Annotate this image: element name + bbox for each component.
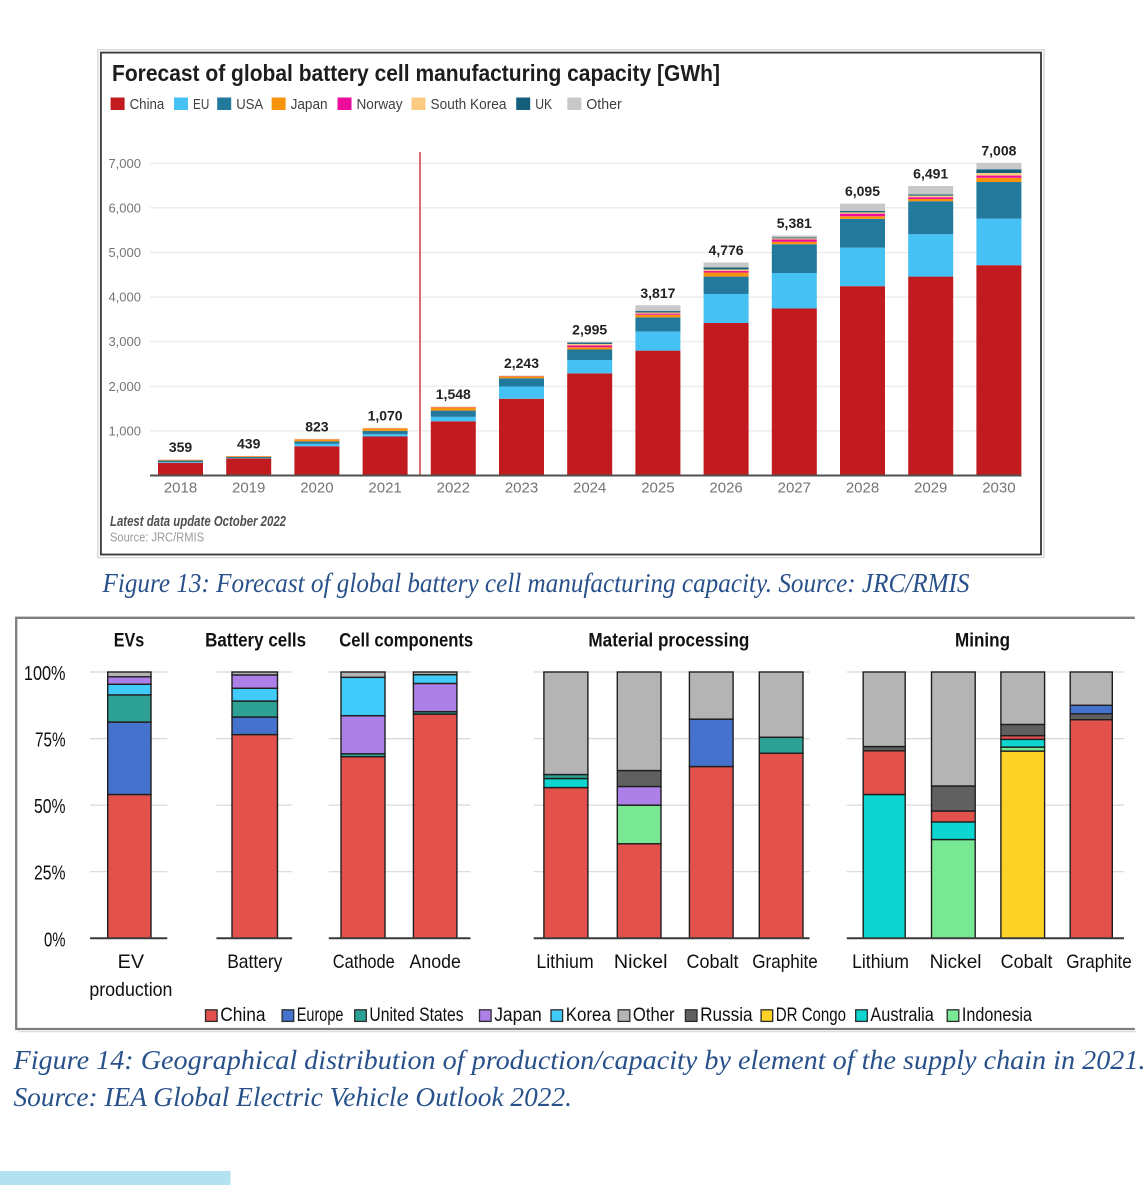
svg-text:6,491: 6,491 [913,166,948,182]
svg-text:2024: 2024 [573,480,606,497]
svg-text:2,995: 2,995 [572,321,607,337]
svg-text:EV: EV [118,951,144,973]
svg-text:South Korea: South Korea [431,96,508,113]
svg-text:359: 359 [169,439,193,455]
svg-text:Korea: Korea [566,1005,612,1026]
svg-text:Anode: Anode [410,951,461,973]
svg-text:5,000: 5,000 [108,245,141,260]
svg-text:7,000: 7,000 [108,156,141,171]
svg-text:Latest data update October 202: Latest data update October 2022 [110,514,286,530]
svg-text:Cobalt: Cobalt [1001,951,1053,973]
svg-text:6,000: 6,000 [108,200,141,215]
svg-text:Battery: Battery [227,951,282,973]
svg-text:Cathode: Cathode [333,951,395,973]
svg-text:Other: Other [586,96,621,113]
svg-text:Source: IEA Global Electric Ve: Source: IEA Global Electric Vehicle Outl… [14,1081,573,1112]
svg-text:Indonesia: Indonesia [962,1005,1032,1026]
svg-text:Figure 13: Forecast of global: Figure 13: Forecast of global battery ce… [102,567,970,598]
svg-text:Figure 14: Geographical distri: Figure 14: Geographical distribution of … [12,1044,1145,1075]
svg-text:4,776: 4,776 [709,242,744,258]
svg-text:DR Congo: DR Congo [776,1005,846,1026]
svg-text:China: China [220,1005,266,1026]
svg-text:5,381: 5,381 [777,215,812,231]
svg-text:2029: 2029 [914,480,947,497]
svg-text:2022: 2022 [437,480,470,497]
svg-text:Lithium: Lithium [852,951,909,973]
svg-text:2028: 2028 [846,480,879,497]
svg-text:Europe: Europe [297,1005,344,1026]
svg-text:439: 439 [237,435,261,451]
svg-text:2030: 2030 [982,480,1015,497]
svg-text:Cell components: Cell components [339,631,473,652]
svg-text:2019: 2019 [232,480,265,497]
svg-text:3,000: 3,000 [108,334,141,349]
svg-text:1,548: 1,548 [436,386,471,402]
svg-text:Russia: Russia [700,1005,753,1026]
svg-text:1,070: 1,070 [368,407,403,423]
svg-text:2025: 2025 [641,480,674,497]
svg-text:25%: 25% [34,863,66,885]
svg-text:Material processing: Material processing [588,631,749,652]
svg-text:2,000: 2,000 [108,379,141,394]
svg-text:Lithium: Lithium [536,951,593,973]
svg-text:100%: 100% [24,663,66,685]
svg-text:Japan: Japan [494,1005,542,1026]
svg-text:823: 823 [305,418,329,434]
svg-text:Mining: Mining [955,631,1010,652]
svg-text:Cobalt: Cobalt [687,951,739,973]
svg-text:Japan: Japan [291,96,328,113]
svg-text:China: China [130,96,165,113]
svg-text:Norway: Norway [357,96,403,113]
svg-text:7,008: 7,008 [981,142,1016,158]
svg-text:production: production [89,979,172,1001]
svg-text:2020: 2020 [300,480,333,497]
svg-text:1,000: 1,000 [108,423,141,438]
svg-text:2018: 2018 [164,480,197,497]
svg-text:Battery cells: Battery cells [205,631,306,652]
svg-text:Nickel: Nickel [930,951,982,973]
svg-text:2027: 2027 [778,480,811,497]
svg-text:Source: JRC/RMIS: Source: JRC/RMIS [110,530,204,545]
svg-text:2,243: 2,243 [504,355,539,371]
svg-text:6,095: 6,095 [845,183,880,199]
svg-text:United States: United States [369,1005,463,1026]
svg-text:Nickel: Nickel [614,951,668,973]
svg-text:USA: USA [236,96,263,113]
svg-text:EVs: EVs [114,631,145,652]
svg-text:Graphite: Graphite [1066,951,1132,973]
svg-text:75%: 75% [35,730,66,752]
svg-text:Graphite: Graphite [752,951,818,973]
svg-text:3,817: 3,817 [640,285,675,301]
svg-text:Forecast of global battery cel: Forecast of global battery cell manufact… [112,60,720,86]
svg-text:50%: 50% [34,796,66,818]
svg-text:0%: 0% [44,929,66,951]
svg-text:2021: 2021 [368,480,401,497]
svg-text:2023: 2023 [505,480,538,497]
svg-text:4,000: 4,000 [108,290,141,305]
svg-text:EU: EU [193,96,209,113]
svg-text:Australia: Australia [870,1005,934,1026]
svg-text:2026: 2026 [709,480,742,497]
svg-text:Other: Other [633,1005,675,1026]
svg-text:UK: UK [535,96,552,113]
